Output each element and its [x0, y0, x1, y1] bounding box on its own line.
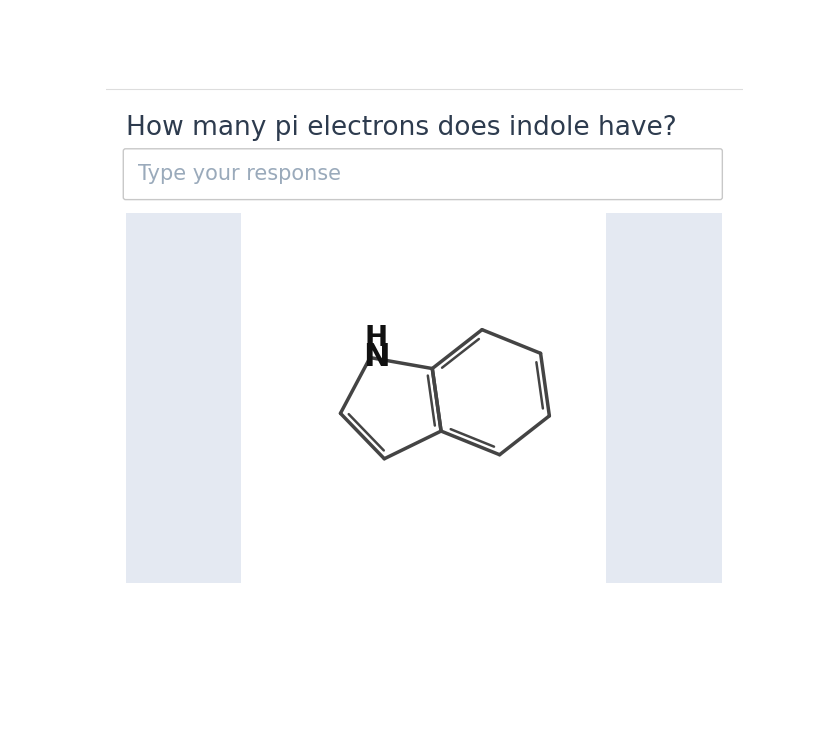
FancyBboxPatch shape — [126, 213, 241, 583]
FancyBboxPatch shape — [605, 213, 720, 583]
Text: H: H — [364, 323, 387, 352]
FancyBboxPatch shape — [241, 213, 605, 583]
Text: N: N — [362, 342, 390, 373]
Text: Type your response: Type your response — [138, 164, 341, 184]
Text: How many pi electrons does indole have?: How many pi electrons does indole have? — [126, 115, 676, 141]
FancyBboxPatch shape — [123, 149, 721, 199]
